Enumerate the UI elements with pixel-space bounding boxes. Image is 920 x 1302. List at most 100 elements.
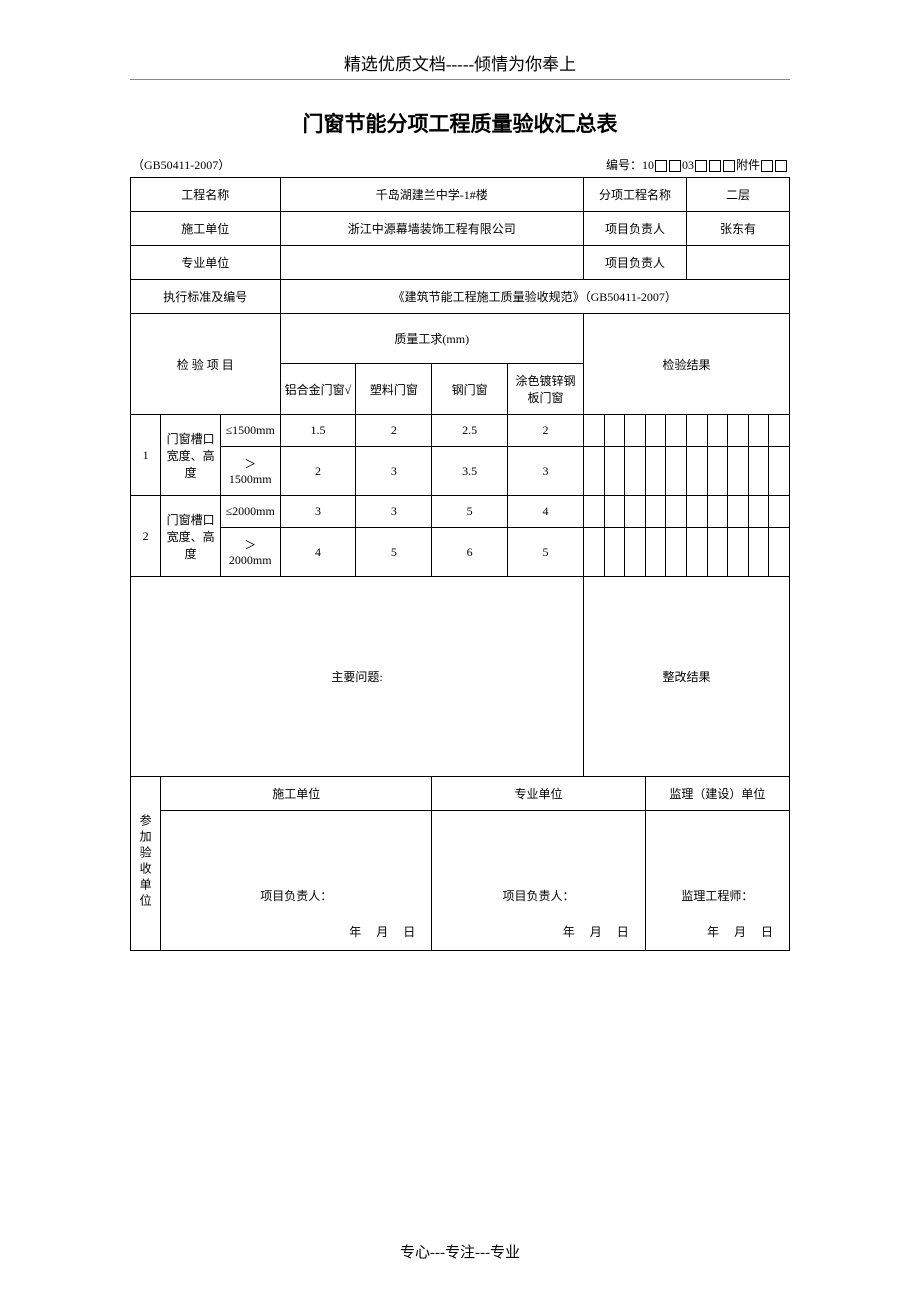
res-cell [686,528,707,577]
label-pm: 项目负责人 [583,212,686,246]
res-cell [666,415,687,447]
res-cell [625,447,646,496]
header-rule [130,79,790,80]
label-result: 检验结果 [583,314,789,415]
res-cell [686,496,707,528]
cell: 4 [508,496,584,528]
row-sign-body: 项目负责人： 年 月 日 项目负责人： 年 月 日 监理工程师： 年 月 日 [131,811,790,951]
res-cell [707,496,728,528]
res-cell [666,528,687,577]
meta-row: （GB50411-2007） 编号：10 03 附件 [130,156,790,173]
cell: 2.5 [432,415,508,447]
cell: 3 [280,496,356,528]
row-construction: 施工单位 浙江中源幕墙装饰工程有限公司 项目负责人 张东有 [131,212,790,246]
label-sub-project: 分项工程名称 [583,178,686,212]
cell: 6 [432,528,508,577]
sign-h2: 专业单位 [432,777,645,811]
row-issues: 主要问题: 整改结果 [131,577,790,777]
cell: 3 [356,496,432,528]
res-cell [769,415,790,447]
sign-side-text: 参加验收单位 [137,814,154,910]
col-steel: 钢门窗 [432,364,508,415]
data-row: ＞2000mm 4 5 6 5 [131,528,790,577]
cell: 2 [280,447,356,496]
label-pro-unit: 专业单位 [131,246,281,280]
sign-h1: 施工单位 [161,777,432,811]
res-cell [645,528,666,577]
val-pm2 [686,246,789,280]
res-cell [604,528,625,577]
res-cell [728,528,749,577]
res-cell [583,447,604,496]
col-alloy: 铝合金门窗√ [280,364,356,415]
row-sign-header: 参加验收单位 施工单位 专业单位 监理（建设）单位 [131,777,790,811]
sign-h3: 监理（建设）单位 [645,777,789,811]
res-cell [666,496,687,528]
cell: 3 [508,447,584,496]
res-cell [728,415,749,447]
val-sub-project: 二层 [686,178,789,212]
res-cell [604,496,625,528]
res-cell [707,447,728,496]
sub-1a: ≤1500mm [220,415,280,447]
meta-right-prefix: 编号：10 [606,158,654,172]
data-row: 1 门窗槽口宽度、高度 ≤1500mm 1.5 2 2.5 2 [131,415,790,447]
cell: 5 [356,528,432,577]
res-cell [583,415,604,447]
sign-date-2: 年 月 日 [563,923,635,940]
meta-left: （GB50411-2007） [132,156,230,173]
sign-cell-1: 项目负责人： 年 月 日 [161,811,432,951]
data-row: 2 门窗槽口宽度、高度 ≤2000mm 3 3 5 4 [131,496,790,528]
sub-2b: ＞2000mm [220,528,280,577]
sign-side: 参加验收单位 [131,777,161,951]
sign-p1: 项目负责人： [163,887,429,904]
val-project-name: 千岛湖建兰中学-1#楼 [280,178,583,212]
val-pm: 张东有 [686,212,789,246]
row-insp-header1: 检 验 项 目 质量工求(mm) 检验结果 [131,314,790,364]
doc-title: 门窗节能分项工程质量验收汇总表 [130,108,790,138]
cell: 2 [508,415,584,447]
sub-1b: ＞1500mm [220,447,280,496]
cell: 2 [356,415,432,447]
val-standard: 《建筑节能工程施工质量验收规范》（GB50411-2007） [280,280,789,314]
meta-right-suffix: 附件 [736,158,760,172]
res-cell [645,496,666,528]
meta-right-mid: 03 [682,158,694,172]
label-standard: 执行标准及编号 [131,280,281,314]
box-icon [761,160,773,172]
page-header: 精选优质文档-----倾情为你奉上 [130,50,790,79]
res-cell [748,528,769,577]
res-cell [645,415,666,447]
box-icon [709,160,721,172]
cell: 5 [508,528,584,577]
idx-2: 2 [131,496,161,577]
res-cell [707,415,728,447]
box-icon [723,160,735,172]
res-cell [728,496,749,528]
cell: 3.5 [432,447,508,496]
data-row: ＞1500mm 2 3 3.5 3 [131,447,790,496]
res-cell [748,415,769,447]
label-project-name: 工程名称 [131,178,281,212]
label-construction-unit: 施工单位 [131,212,281,246]
sign-p2: 项目负责人： [434,887,642,904]
res-cell [769,528,790,577]
box-icon [655,160,667,172]
res-cell [604,415,625,447]
res-cell [769,496,790,528]
main-table: 工程名称 千岛湖建兰中学-1#楼 分项工程名称 二层 施工单位 浙江中源幕墙装饰… [130,177,790,951]
item-1: 门窗槽口宽度、高度 [161,415,221,496]
page-footer: 专心---专注---专业 [0,1241,920,1262]
cell: 5 [432,496,508,528]
col-plastic: 塑料门窗 [356,364,432,415]
cell: 3 [356,447,432,496]
box-icon [695,160,707,172]
res-cell [748,496,769,528]
sign-date-1: 年 月 日 [349,923,421,940]
meta-right: 编号：10 03 附件 [606,156,788,173]
sign-cell-3: 监理工程师： 年 月 日 [645,811,789,951]
label-pm2: 项目负责人 [583,246,686,280]
val-construction-unit: 浙江中源幕墙装饰工程有限公司 [280,212,583,246]
res-cell [604,447,625,496]
cell: 1.5 [280,415,356,447]
